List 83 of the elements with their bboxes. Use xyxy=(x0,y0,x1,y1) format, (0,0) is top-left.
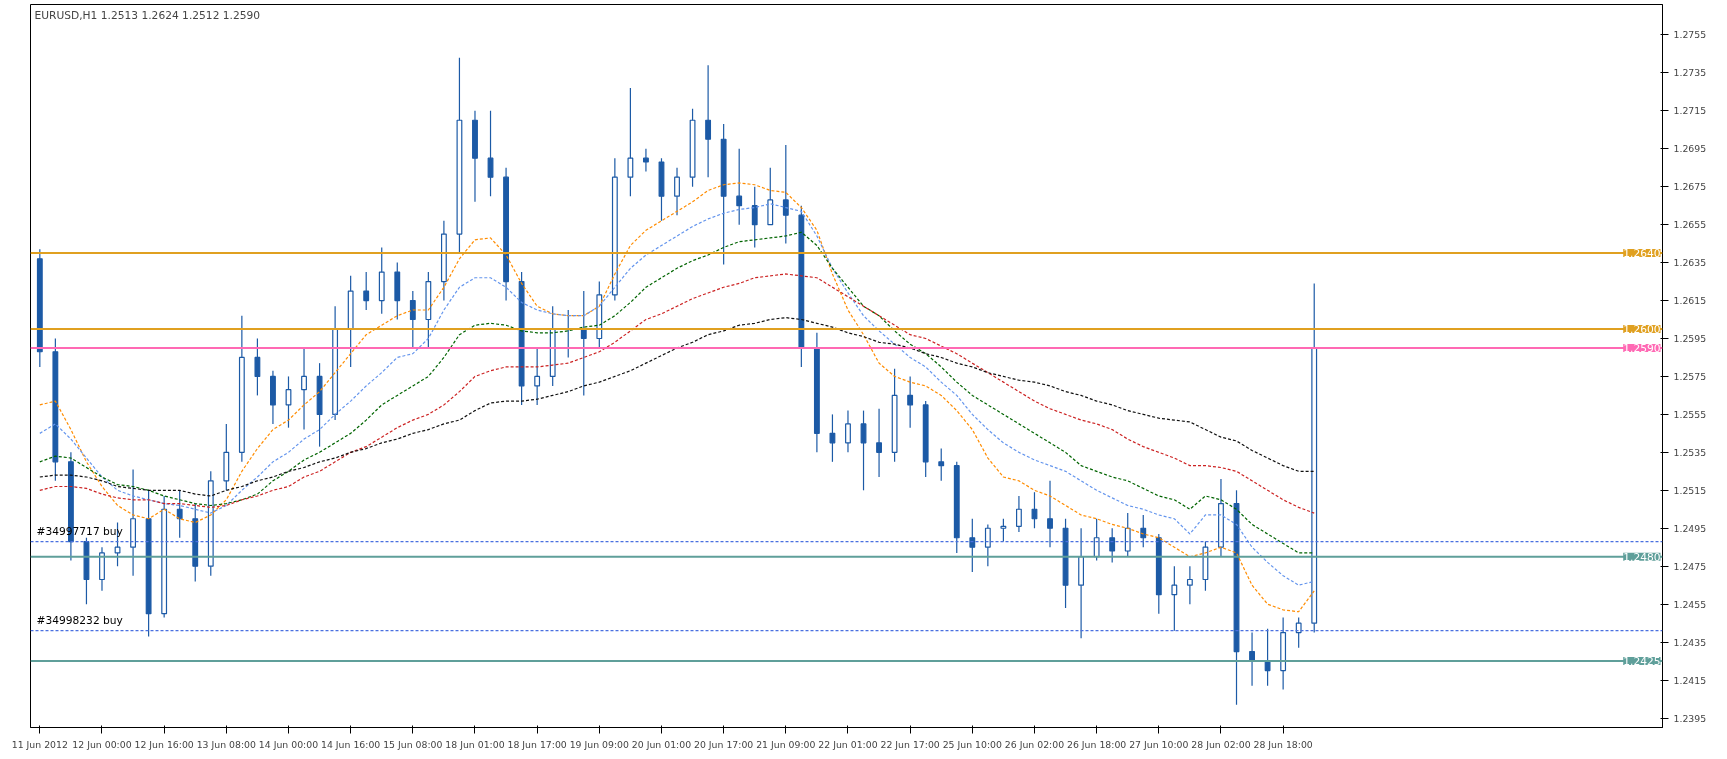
line-series xyxy=(39,273,1315,514)
ref-line-label: 1.2590 xyxy=(1623,341,1661,355)
candlestick xyxy=(1016,495,1022,533)
ref-line-label: 1.2480 xyxy=(1623,550,1661,564)
ref-line-label: 1.2425 xyxy=(1623,655,1661,669)
ref-line-label: 1.2640 xyxy=(1623,247,1661,261)
y-tick-label: 1.2595 xyxy=(1673,332,1707,344)
y-tick-label: 1.2515 xyxy=(1673,484,1707,496)
y-tick-label: 1.2695 xyxy=(1673,143,1707,155)
y-tick-label: 1.2655 xyxy=(1673,219,1707,231)
candlestick xyxy=(1047,480,1053,548)
x-tick-label: 14 Jun 00:00 xyxy=(258,738,319,750)
candlestick xyxy=(409,290,416,349)
x-tick-label: 18 Jun 01:00 xyxy=(445,738,505,750)
candlestick xyxy=(1000,518,1007,543)
x-tick-label: 18 Jun 17:00 xyxy=(507,738,567,750)
x-tick-label: 15 Jun 08:00 xyxy=(383,738,443,750)
candlestick xyxy=(363,271,370,311)
line-series xyxy=(39,317,1315,497)
candlestick xyxy=(1295,616,1302,649)
candlestick xyxy=(782,144,789,245)
x-tick-label: 12 Jun 16:00 xyxy=(134,738,194,750)
x-tick-label: 20 Jun 17:00 xyxy=(694,738,754,750)
y-tick-label: 1.2435 xyxy=(1673,636,1707,648)
x-tick-label: 20 Jun 01:00 xyxy=(631,738,692,750)
candlestick xyxy=(627,87,634,197)
candlestick xyxy=(176,489,183,539)
candlestick xyxy=(1171,565,1178,632)
ref-line-label: #34998232 buy xyxy=(36,613,123,627)
y-tick-label: 1.2535 xyxy=(1673,446,1707,458)
line-series xyxy=(39,231,1315,554)
y-tick-label: 1.2575 xyxy=(1673,370,1707,382)
candlestick xyxy=(751,186,758,248)
text: EURUSD,H1 1.2513 1.2624 1.2512 1.2590 xyxy=(34,8,261,22)
candlestick xyxy=(643,148,649,173)
candlestick xyxy=(1031,491,1038,529)
y-tick-label: 1.2495 xyxy=(1673,522,1707,534)
x-tick-label: 12 Jun 00:00 xyxy=(72,738,132,750)
y-tick-label: 1.2615 xyxy=(1673,295,1707,307)
x-tick-label: 21 Jun 09:00 xyxy=(756,738,816,750)
candlestick xyxy=(254,337,261,397)
candlestick xyxy=(1140,514,1147,548)
y-tick-label: 1.2635 xyxy=(1673,257,1707,269)
y-tick-label: 1.2395 xyxy=(1673,712,1707,724)
candlestick xyxy=(969,518,976,573)
candlestick xyxy=(534,347,541,406)
x-tick-label: 26 Jun 02:00 xyxy=(1004,738,1065,750)
x-tick-label: 13 Jun 08:00 xyxy=(196,738,257,750)
x-tick-label: 19 Jun 09:00 xyxy=(569,738,630,750)
x-tick-label: 22 Jun 01:00 xyxy=(818,738,878,750)
candlestick xyxy=(829,413,836,463)
candlestick xyxy=(1109,527,1116,564)
candlestick xyxy=(860,409,867,491)
y-tick-label: 1.2415 xyxy=(1673,674,1707,686)
candlestick xyxy=(301,347,307,431)
y-tick-label: 1.2475 xyxy=(1673,560,1707,572)
x-tick-label: 22 Jun 17:00 xyxy=(880,738,940,750)
ref-line-label: 1.2600 xyxy=(1623,323,1661,336)
candlestick xyxy=(845,409,851,453)
candlestick xyxy=(938,447,945,482)
candlestick xyxy=(1124,512,1131,558)
y-tick-label: 1.2715 xyxy=(1673,105,1707,117)
x-tick-label: 28 Jun 02:00 xyxy=(1191,738,1251,750)
y-tick-label: 1.2555 xyxy=(1673,408,1707,420)
candlestick xyxy=(705,64,712,178)
y-tick-label: 1.2735 xyxy=(1673,67,1707,79)
y-tick-label: 1.2675 xyxy=(1673,181,1707,193)
y-tick-label: 1.2455 xyxy=(1673,598,1707,610)
y-tick-label: 1.2755 xyxy=(1673,29,1707,41)
x-tick-label: 14 Jun 16:00 xyxy=(321,738,381,750)
candlestick xyxy=(487,110,494,197)
x-tick-label: 27 Jun 10:00 xyxy=(1129,738,1189,750)
candlestick xyxy=(907,375,914,429)
candlestick xyxy=(736,148,743,226)
candlestick xyxy=(1186,565,1193,605)
candlestick xyxy=(1093,518,1100,562)
candlestick xyxy=(984,523,991,567)
x-tick-label: 28 Jun 18:00 xyxy=(1253,738,1313,750)
x-tick-label: 11 Jun 2012 xyxy=(11,738,68,750)
candlestick xyxy=(674,167,680,216)
x-tick-label: 26 Jun 18:00 xyxy=(1067,738,1127,750)
x-tick-label: 25 Jun 10:00 xyxy=(942,738,1002,750)
candlestick xyxy=(876,408,882,478)
